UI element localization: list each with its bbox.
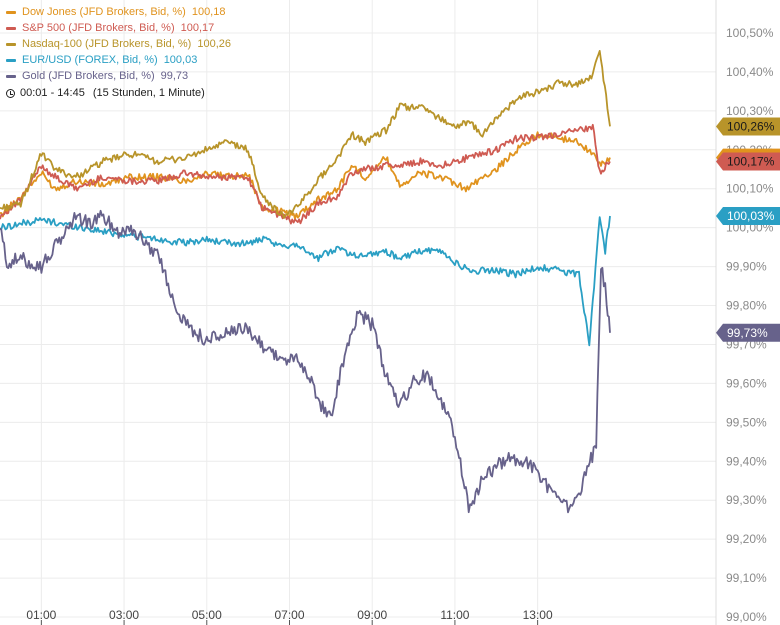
- series-line: [0, 131, 611, 220]
- time-description: (15 Stunden, 1 Minute): [92, 87, 205, 99]
- y-tick-label: 99,90%: [726, 260, 767, 274]
- clock-icon: [6, 88, 15, 98]
- series-line: [0, 209, 611, 514]
- legend-item-sp500[interactable]: S&P 500 (JFD Brokers, Bid, %) 100,17: [6, 20, 231, 36]
- legend-value: 100,17: [180, 22, 215, 34]
- legend-label: EUR/USD (FOREX, Bid, %): [22, 54, 158, 66]
- end-value-tag-label: 99,73%: [727, 326, 768, 340]
- legend-swatch: [6, 26, 16, 30]
- end-value-tag: 100,17%: [716, 152, 780, 171]
- end-value-tag-bg: [716, 323, 780, 342]
- x-tick-label: 09:00: [357, 608, 387, 622]
- legend-swatch: [6, 58, 16, 62]
- series-line: [0, 123, 611, 225]
- series-line: [0, 215, 611, 347]
- y-tick-label: 99,30%: [726, 493, 767, 507]
- end-value-tag: 100,03%: [716, 206, 780, 225]
- legend-item-gold[interactable]: Gold (JFD Brokers, Bid, %) 99,73: [6, 68, 231, 84]
- x-tick-label: 13:00: [523, 608, 553, 622]
- y-tick-label: 99,60%: [726, 376, 767, 390]
- end-value-tag: 100,26%: [716, 117, 780, 136]
- legend-item-dow-jones[interactable]: Dow Jones (JFD Brokers, Bid, %) 100,18: [6, 4, 231, 20]
- y-tick-label: 99,00%: [726, 610, 767, 624]
- end-value-tag-label: 100,26%: [727, 119, 775, 133]
- time-range: 00:01 - 14:45: [20, 87, 85, 99]
- legend-label: Dow Jones (JFD Brokers, Bid, %): [22, 6, 186, 18]
- x-tick-label: 07:00: [274, 608, 304, 622]
- time-range-row: 00:01 - 14:45 (15 Stunden, 1 Minute): [6, 85, 231, 101]
- legend-item-eurusd[interactable]: EUR/USD (FOREX, Bid, %) 100,03: [6, 52, 231, 68]
- x-tick-label: 11:00: [440, 608, 469, 622]
- legend-item-nasdaq[interactable]: Nasdaq-100 (JFD Brokers, Bid, %) 100,26: [6, 36, 231, 52]
- legend-swatch: [6, 74, 16, 78]
- legend-swatch: [6, 42, 16, 46]
- legend-label: Gold (JFD Brokers, Bid, %): [22, 70, 155, 82]
- x-tick-label: 03:00: [109, 608, 139, 622]
- end-value-tag-bg: [716, 152, 780, 171]
- y-tick-label: 99,10%: [726, 571, 767, 585]
- x-tick-label: 05:00: [192, 608, 222, 622]
- y-tick-label: 100,50%: [726, 26, 774, 40]
- end-value-tag-bg: [716, 206, 780, 225]
- x-tick-label: 01:00: [26, 608, 56, 622]
- legend-value: 100,26: [197, 38, 231, 50]
- series-line: [0, 50, 611, 219]
- y-tick-label: 99,80%: [726, 299, 767, 313]
- end-value-tag: 99,73%: [716, 323, 780, 342]
- legend: Dow Jones (JFD Brokers, Bid, %) 100,18 S…: [6, 4, 231, 101]
- legend-label: Nasdaq-100 (JFD Brokers, Bid, %): [22, 38, 192, 50]
- y-tick-label: 99,40%: [726, 454, 767, 468]
- y-tick-label: 99,50%: [726, 415, 767, 429]
- legend-value: 100,18: [191, 6, 226, 18]
- end-value-tag-label: 100,17%: [727, 154, 775, 168]
- legend-value: 100,03: [163, 54, 198, 66]
- end-value-tag-bg: [716, 117, 780, 136]
- legend-value: 99,73: [160, 70, 189, 82]
- y-tick-label: 99,20%: [726, 532, 767, 546]
- end-value-tag-label: 100,03%: [727, 209, 775, 223]
- legend-swatch: [6, 10, 16, 14]
- y-tick-label: 100,40%: [726, 65, 774, 79]
- y-tick-label: 100,30%: [726, 104, 774, 118]
- y-tick-label: 100,10%: [726, 182, 774, 196]
- legend-label: S&P 500 (JFD Brokers, Bid, %): [22, 22, 175, 34]
